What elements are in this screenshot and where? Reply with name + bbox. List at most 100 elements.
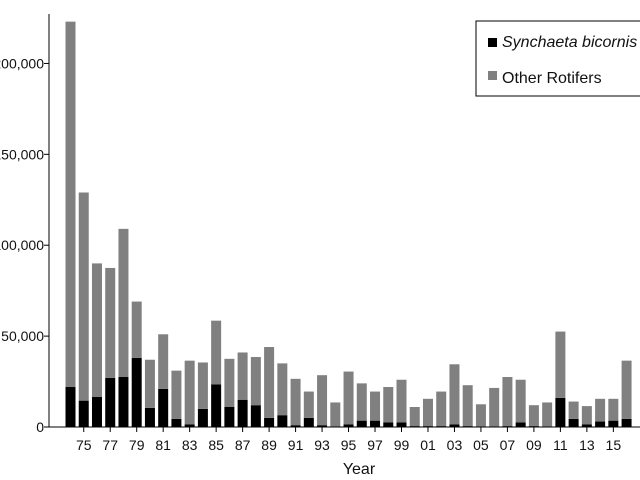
bar-synchaeta-81 [158, 388, 169, 427]
bar-other-rotifers-07 [502, 377, 513, 427]
bar-other-rotifers-75 [78, 192, 89, 401]
bar-synchaeta-16 [621, 418, 632, 427]
bar-other-rotifers-96 [356, 383, 367, 421]
axes-group [44, 14, 640, 432]
x-tick-label-09: 09 [526, 437, 542, 453]
bar-other-rotifers-98 [383, 387, 394, 423]
bar-synchaeta-89 [264, 417, 275, 427]
y-tick-label-150000: 150,000 [0, 146, 44, 162]
bar-other-rotifers-87 [237, 352, 248, 400]
y-tick-labels: 0 50,000 100,000 150,000 200,000 [0, 55, 44, 435]
bar-other-rotifers-91 [290, 378, 301, 426]
bar-other-rotifers-90 [277, 363, 288, 416]
x-tick-label-99: 99 [394, 437, 410, 453]
bar-other-rotifers-97 [370, 391, 381, 421]
bar-synchaeta-74 [65, 387, 76, 427]
bar-other-rotifers-05 [475, 404, 486, 427]
y-tick-label-200000: 200,000 [0, 55, 44, 71]
x-tick-label-93: 93 [314, 437, 330, 453]
bar-synchaeta-03 [449, 424, 460, 427]
bar-synchaeta-90 [277, 415, 288, 427]
x-tick-label-07: 07 [500, 437, 516, 453]
bar-synchaeta-92 [303, 417, 314, 427]
bar-other-rotifers-86 [224, 358, 235, 407]
bar-synchaeta-93 [317, 425, 328, 427]
bar-other-rotifers-79 [131, 301, 142, 358]
bar-synchaeta-83 [184, 424, 195, 427]
x-tick-label-03: 03 [447, 437, 463, 453]
bar-synchaeta-14 [595, 421, 606, 427]
bar-synchaeta-88 [250, 405, 261, 427]
x-tick-label-77: 77 [102, 437, 118, 453]
x-tick-label-83: 83 [182, 437, 198, 453]
bar-other-rotifers-12 [568, 401, 579, 419]
bar-synchaeta-13 [581, 424, 592, 427]
bar-synchaeta-87 [237, 399, 248, 427]
bar-other-rotifers-06 [489, 387, 500, 427]
bar-other-rotifers-08 [515, 379, 526, 423]
legend-swatch-synchaeta [488, 38, 497, 47]
y-tick-label-0: 0 [36, 419, 44, 435]
bar-other-rotifers-14 [595, 398, 606, 422]
bar-synchaeta-76 [91, 397, 102, 427]
legend-swatch-other-rotifers [488, 71, 497, 80]
bar-synchaeta-78 [118, 377, 129, 427]
bar-synchaeta-15 [608, 420, 619, 427]
bar-other-rotifers-76 [91, 263, 102, 398]
bar-other-rotifers-10 [542, 402, 553, 427]
bar-other-rotifers-78 [118, 228, 129, 378]
x-tick-label-11: 11 [553, 437, 568, 453]
y-tick-label-100000: 100,000 [0, 237, 44, 253]
bar-other-rotifers-95 [343, 371, 354, 425]
legend-label-synchaeta: Synchaeta bicornis [502, 34, 637, 51]
bar-other-rotifers-80 [144, 359, 155, 408]
bar-other-rotifers-03 [449, 364, 460, 425]
x-tick-label-89: 89 [261, 437, 277, 453]
bar-synchaeta-82 [171, 418, 182, 427]
bar-other-rotifers-15 [608, 398, 619, 421]
bar-synchaeta-98 [383, 422, 394, 427]
bar-other-rotifers-85 [211, 320, 222, 385]
bar-other-rotifers-74 [65, 21, 76, 388]
bar-other-rotifers-92 [303, 391, 314, 418]
bar-synchaeta-86 [224, 407, 235, 427]
bar-other-rotifers-11 [555, 331, 566, 398]
bar-synchaeta-12 [568, 418, 579, 427]
x-tick-label-79: 79 [129, 437, 145, 453]
bar-synchaeta-11 [555, 397, 566, 427]
bar-synchaeta-80 [144, 407, 155, 427]
bar-synchaeta-96 [356, 420, 367, 427]
bar-other-rotifers-94 [330, 402, 341, 427]
bar-other-rotifers-16 [621, 360, 632, 419]
x-tick-label-81: 81 [155, 437, 171, 453]
bar-synchaeta-84 [197, 408, 208, 427]
bar-other-rotifers-99 [396, 379, 407, 423]
bar-other-rotifers-88 [250, 357, 261, 406]
x-tick-labels: 75 77 79 81 83 85 87 89 91 93 95 97 99 01 03 05 07 09 11 13… [76, 437, 621, 453]
bar-other-rotifers-93 [317, 375, 328, 426]
x-tick-label-97: 97 [367, 437, 383, 453]
bar-synchaeta-08 [515, 422, 526, 427]
x-tick-label-95: 95 [341, 437, 357, 453]
bar-synchaeta-97 [370, 420, 381, 427]
bar-other-rotifers-02 [436, 391, 447, 427]
bar-other-rotifers-00 [409, 407, 420, 427]
bar-other-rotifers-13 [581, 406, 592, 425]
bar-synchaeta-99 [396, 422, 407, 427]
bar-other-rotifers-89 [264, 347, 275, 418]
bar-other-rotifers-09 [528, 405, 539, 427]
x-tick-label-15: 15 [606, 437, 622, 453]
bar-other-rotifers-01 [422, 398, 433, 427]
bar-other-rotifers-83 [184, 360, 195, 425]
x-tick-label-75: 75 [76, 437, 92, 453]
bar-other-rotifers-77 [105, 267, 116, 378]
bar-synchaeta-75 [78, 400, 89, 427]
bar-other-rotifers-04 [462, 385, 473, 427]
bar-synchaeta-79 [131, 357, 142, 427]
legend-box [475, 20, 640, 97]
y-tick-label-50000: 50,000 [1, 328, 44, 344]
x-tick-label-13: 13 [579, 437, 595, 453]
x-axis-title: Year [343, 461, 376, 478]
x-tick-label-01: 01 [420, 437, 436, 453]
